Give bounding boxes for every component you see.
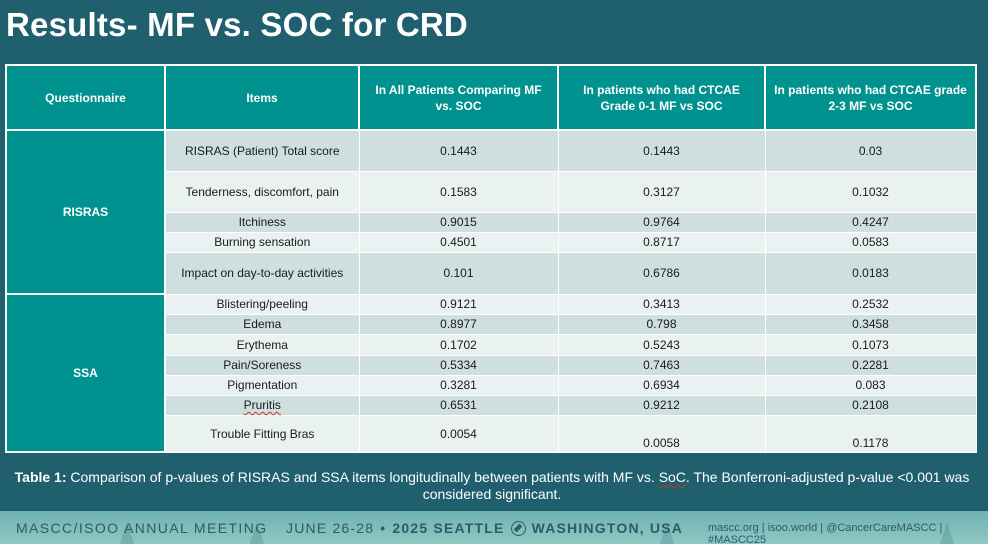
table-row: Impact on day-to-day activities 0.101 0.… bbox=[6, 251, 977, 295]
table-header-row: Questionnaire Items In All Patients Comp… bbox=[5, 64, 977, 131]
value-grade-2-3: 0.1032 bbox=[764, 170, 977, 213]
value-grade-0-1: 0.9764 bbox=[557, 211, 766, 233]
caption-text-a: Comparison of p-values of RISRAS and SSA… bbox=[66, 469, 659, 485]
state-text: WASHINGTON, USA bbox=[531, 520, 684, 536]
table-row: RISRAS RISRAS (Patient) Total score 0.14… bbox=[5, 129, 977, 295]
value-grade-2-3: 0.0183 bbox=[764, 251, 977, 295]
tree-silhouette bbox=[250, 522, 264, 544]
footer-links: mascc.org | isoo.world | @CancerCareMASC… bbox=[708, 522, 943, 544]
item-text: Pruritis bbox=[243, 398, 281, 412]
meeting-name: MASCC/ISOO ANNUAL MEETING bbox=[16, 520, 268, 536]
value-all: 0.1443 bbox=[358, 129, 559, 172]
results-table: Questionnaire Items In All Patients Comp… bbox=[5, 64, 977, 453]
header-all-patients: In All Patients Comparing MF vs. SOC bbox=[358, 64, 559, 131]
meeting-dates: JUNE 26-28 • 2025 SEATTLE WASHINGTON, US… bbox=[286, 520, 683, 536]
value-grade-0-1: 0.7463 bbox=[557, 354, 766, 376]
table-row: SSA Blistering/peeling 0.9121 0.3413 0.2… bbox=[5, 293, 977, 453]
group-risras: RISRAS bbox=[5, 129, 166, 295]
value-grade-2-3: 0.4247 bbox=[764, 211, 977, 233]
table-caption: Table 1: Comparison of p-values of RISRA… bbox=[6, 469, 978, 503]
item-cell: Pain/Soreness bbox=[164, 354, 360, 376]
table-row: Erythema 0.1702 0.5243 0.1073 bbox=[6, 333, 977, 356]
value-grade-0-1: 0.0058 bbox=[557, 414, 766, 453]
table-row: Trouble Fitting Bras 0.0054 0.0058 0.117… bbox=[6, 414, 977, 453]
value-all: 0.101 bbox=[358, 251, 559, 295]
value-grade-0-1: 0.3127 bbox=[557, 170, 766, 213]
item-cell: Trouble Fitting Bras bbox=[164, 414, 360, 453]
bullet-separator: • bbox=[380, 520, 387, 536]
header-grade-0-1: In patients who had CTCAE Grade 0-1 MF v… bbox=[557, 64, 766, 131]
header-questionnaire: Questionnaire bbox=[5, 64, 166, 131]
table-row: Tenderness, discomfort, pain 0.1583 0.31… bbox=[6, 170, 977, 213]
table-row: Pruritis 0.6531 0.9212 0.2108 bbox=[6, 394, 977, 416]
results-table-container: Questionnaire Items In All Patients Comp… bbox=[5, 64, 977, 453]
value-grade-2-3: 0.03 bbox=[764, 129, 977, 172]
value-all: 0.1583 bbox=[358, 170, 559, 213]
header-items: Items bbox=[164, 64, 360, 131]
group-ssa: SSA bbox=[5, 293, 166, 453]
value-grade-0-1: 0.6786 bbox=[557, 251, 766, 295]
slide-title: Results- MF vs. SOC for CRD bbox=[6, 6, 468, 43]
value-grade-0-1: 0.3413 bbox=[557, 293, 766, 315]
value-grade-2-3: 0.2532 bbox=[764, 293, 977, 315]
value-grade-0-1: 0.1443 bbox=[557, 129, 766, 172]
caption-text-b: . The Bonferroni-adjusted p-value <0.001… bbox=[422, 469, 970, 502]
item-cell: Pruritis bbox=[164, 394, 360, 416]
value-grade-0-1: 0.5243 bbox=[557, 333, 766, 356]
table-row: Pigmentation 0.3281 0.6934 0.083 bbox=[6, 374, 977, 396]
value-all: 0.4501 bbox=[358, 231, 559, 253]
value-all: 0.9121 bbox=[358, 293, 559, 315]
item-cell: Edema bbox=[164, 313, 360, 335]
value-all: 0.8977 bbox=[358, 313, 559, 335]
value-grade-0-1: 0.9212 bbox=[557, 394, 766, 416]
value-all: 0.6531 bbox=[358, 394, 559, 416]
caption-soc: SoC bbox=[658, 469, 686, 485]
tree-silhouette bbox=[660, 522, 674, 544]
header-grade-2-3: In patients who had CTCAE grade 2-3 MF v… bbox=[764, 64, 977, 131]
value-all: 0.1702 bbox=[358, 333, 559, 356]
value-grade-0-1: 0.6934 bbox=[557, 374, 766, 396]
table-row: Pain/Soreness 0.5334 0.7463 0.2281 bbox=[6, 354, 977, 376]
value-all: 0.5334 bbox=[358, 354, 559, 376]
value-grade-0-1: 0.8717 bbox=[557, 231, 766, 253]
year-city: 2025 SEATTLE bbox=[392, 520, 505, 536]
item-cell: Tenderness, discomfort, pain bbox=[164, 170, 360, 213]
value-grade-2-3: 0.2281 bbox=[764, 354, 977, 376]
item-cell: Erythema bbox=[164, 333, 360, 356]
item-cell: Impact on day-to-day activities bbox=[164, 251, 360, 295]
dates-text: JUNE 26-28 bbox=[286, 520, 375, 536]
value-grade-0-1: 0.798 bbox=[557, 313, 766, 335]
value-grade-2-3: 0.0583 bbox=[764, 231, 977, 253]
item-cell: Pigmentation bbox=[164, 374, 360, 396]
value-grade-2-3: 0.083 bbox=[764, 374, 977, 396]
value-grade-2-3: 0.3458 bbox=[764, 313, 977, 335]
compass-icon bbox=[510, 520, 526, 536]
item-cell: Blistering/peeling bbox=[164, 293, 360, 315]
value-all: 0.9015 bbox=[358, 211, 559, 233]
conference-footer: MASCC/ISOO ANNUAL MEETING JUNE 26-28 • 2… bbox=[0, 511, 988, 544]
value-grade-2-3: 0.2108 bbox=[764, 394, 977, 416]
item-cell: RISRAS (Patient) Total score bbox=[164, 129, 360, 172]
value-grade-2-3: 0.1073 bbox=[764, 333, 977, 356]
value-all: 0.3281 bbox=[358, 374, 559, 396]
item-cell: Itchiness bbox=[164, 211, 360, 233]
tree-silhouette bbox=[120, 522, 134, 544]
tree-silhouette bbox=[940, 522, 954, 544]
value-all: 0.0054 bbox=[358, 414, 559, 453]
item-cell: Burning sensation bbox=[164, 231, 360, 253]
caption-label: Table 1: bbox=[14, 469, 67, 485]
value-grade-2-3: 0.1178 bbox=[764, 414, 977, 453]
